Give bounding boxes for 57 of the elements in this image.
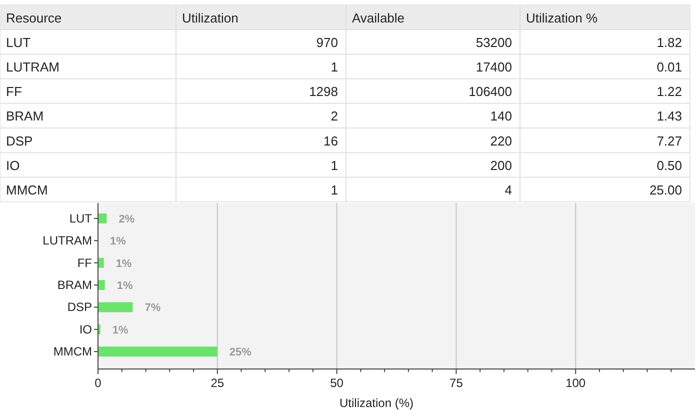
x-axis-title: Utilization (%) — [339, 396, 414, 410]
data-label: 1 — [330, 182, 338, 198]
text: Utilization % — [526, 10, 598, 26]
data-label: 106400 — [468, 84, 512, 100]
data-label: 53200 — [476, 34, 512, 50]
data-label: 220 — [490, 133, 512, 148]
data-label: 0.01 — [656, 60, 682, 74]
data-label: 200 — [490, 158, 512, 173]
data-label: 25.00 — [649, 182, 682, 198]
data-label: 7.27 — [656, 133, 682, 148]
y-tick-label: BRAM — [57, 278, 92, 292]
data-label: 17400 — [476, 60, 512, 74]
x-tick-label: 75 — [450, 376, 464, 390]
data-label: 1.22 — [656, 84, 682, 100]
category-label: MMCM — [6, 182, 48, 198]
bar — [98, 302, 133, 312]
data-label: 7% — [144, 302, 161, 314]
y-tick-label: LUTRAM — [42, 234, 92, 248]
category-label: LUT — [6, 34, 31, 50]
category-label: FF — [6, 84, 22, 100]
y-tick-label: MMCM — [53, 344, 92, 359]
data-label: 16 — [324, 133, 338, 148]
x-tick-label: 100 — [566, 376, 586, 390]
x-tick-label: 0 — [94, 376, 102, 390]
category-label: BRAM — [6, 108, 44, 124]
data-label: 1.43 — [656, 108, 682, 124]
data-label: 0.50 — [656, 158, 682, 173]
data-label: 4 — [504, 182, 512, 198]
category-label: DSP — [6, 133, 33, 148]
data-label: 1 — [330, 60, 338, 74]
text: Resource — [6, 10, 62, 26]
data-label: 2 — [330, 108, 338, 124]
category-label: LUTRAM — [6, 60, 60, 74]
data-label: 1% — [110, 236, 126, 248]
data-label: 1 — [330, 158, 338, 173]
data-label: 2% — [118, 213, 135, 226]
y-tick-label: FF — [77, 256, 92, 270]
x-tick-label: 50 — [330, 376, 344, 390]
data-label: 1% — [116, 258, 132, 270]
data-label: 25% — [229, 346, 252, 359]
bar — [98, 258, 104, 268]
data-label: 1% — [112, 324, 129, 336]
text: Available — [352, 10, 405, 26]
data-label: 1% — [116, 280, 133, 292]
bar — [98, 213, 107, 224]
y-tick-label: DSP — [67, 300, 92, 314]
bar — [98, 280, 105, 290]
data-label: 1298 — [309, 84, 338, 100]
x-tick-label: 25 — [210, 376, 224, 390]
text: Utilization — [182, 10, 238, 26]
category-label: IO — [6, 158, 20, 173]
y-tick-label: LUT — [69, 211, 93, 226]
data-label: 1.82 — [656, 34, 682, 50]
y-tick-label: IO — [79, 322, 92, 336]
data-label: 140 — [490, 108, 512, 124]
bar — [98, 346, 218, 357]
data-label: 970 — [316, 34, 338, 50]
